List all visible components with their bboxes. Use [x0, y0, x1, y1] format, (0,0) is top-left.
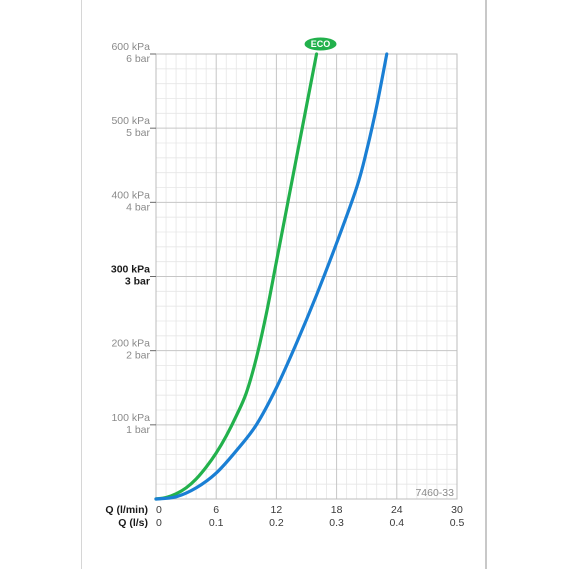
x-tick-label: 0.2 [269, 517, 284, 529]
x-tick-label: 0 [156, 504, 162, 516]
x-tick-label: 18 [331, 504, 343, 516]
figure-code: 7460-33 [415, 487, 454, 499]
y-tick-label-bar: 4 bar [126, 201, 150, 213]
y-tick-label-kpa: 600 kPa [111, 41, 150, 53]
x-tick-label: 0.3 [329, 517, 344, 529]
eco-badge [304, 37, 337, 51]
y-tick-label-kpa: 500 kPa [111, 115, 150, 127]
x-tick-label: 30 [451, 504, 463, 516]
y-tick-label-bar: 5 bar [126, 127, 150, 139]
series-line-standard [154, 52, 389, 501]
y-tick-label-kpa: 200 kPa [111, 338, 150, 350]
y-tick-label-kpa: 400 kPa [111, 189, 150, 201]
x-tick-label: 12 [271, 504, 283, 516]
y-tick-label-bar: 6 bar [126, 53, 150, 65]
x-tick-label: 0.1 [209, 517, 224, 529]
series-line-eco [154, 52, 319, 501]
y-tick-label-bar: 3 bar [125, 276, 150, 288]
x-axis-name: Q (l/min) [105, 504, 148, 516]
x-tick-label: 0.4 [389, 517, 404, 529]
y-tick-label-bar: 2 bar [126, 350, 150, 362]
y-tick-label-kpa: 100 kPa [111, 412, 150, 424]
eco-badge-label: ECO [311, 39, 331, 49]
major-gridlines [150, 53, 458, 500]
y-tick-label-kpa: 300 kPa [111, 264, 150, 276]
y-tick-label-bar: 1 bar [126, 424, 150, 436]
page-margin-rule-left [81, 0, 82, 569]
x-axis-name: Q (l/s) [118, 517, 148, 529]
x-tick-label: 0.5 [450, 517, 465, 529]
x-tick-label: 6 [213, 504, 219, 516]
page-margin-rule-right [485, 0, 487, 569]
series-layer: ECO [154, 37, 389, 501]
x-tick-label: 0 [156, 517, 162, 529]
x-tick-label: 24 [391, 504, 403, 516]
